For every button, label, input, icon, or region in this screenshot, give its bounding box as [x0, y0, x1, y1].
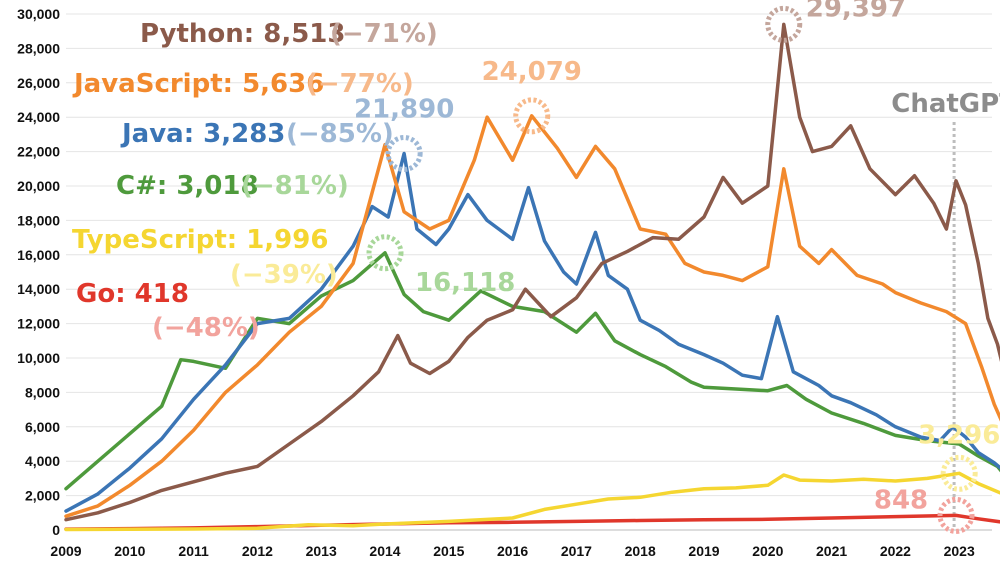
series-change-javascript: (−77%)	[306, 69, 414, 99]
y-tick-label: 18,000	[17, 212, 60, 228]
peak-label-typescript: 3,296	[918, 420, 1000, 450]
x-tick-label: 2010	[114, 543, 145, 559]
y-tick-label: 8,000	[25, 384, 60, 400]
peak-marker-python	[765, 5, 803, 43]
x-tick-label: 2015	[433, 543, 464, 559]
x-tick-label: 2013	[306, 543, 337, 559]
peak-marker-typescript	[940, 454, 978, 492]
series-line-java	[64, 151, 1000, 513]
x-tick-label: 2018	[625, 543, 656, 559]
peak-label-python: 29,397	[806, 0, 906, 23]
y-tick-label: 28,000	[17, 40, 60, 56]
peak-label-java: 21,890	[354, 94, 454, 124]
x-tick-label: 2014	[369, 543, 400, 559]
series-label-typescript: TypeScript: 1,996	[72, 225, 328, 255]
series-change-python: (−71%)	[330, 19, 438, 49]
y-tick-label: 24,000	[17, 109, 60, 125]
peak-markers: 29,397 24,079 21,890 16,118 3,296 848	[354, 0, 1000, 534]
x-tick-label: 2017	[561, 543, 592, 559]
y-tick-label: 30,000	[17, 6, 60, 22]
x-tick-label: 2012	[242, 543, 273, 559]
grid-lines	[66, 13, 992, 531]
y-tick-label: 0	[52, 522, 60, 538]
y-tick-label: 6,000	[25, 419, 60, 435]
x-tick-label: 2019	[688, 543, 719, 559]
series-label-javascript: JavaScript: 5,636	[72, 69, 324, 99]
x-tick-label: 2020	[752, 543, 783, 559]
x-axis-ticks: 2009 2010 2011 2012 2013 2014 2015 2016 2017 2018…	[50, 543, 975, 559]
y-tick-label: 16,000	[17, 247, 60, 263]
series-label-go: Go: 418	[76, 279, 189, 309]
series-label-c: C#: 3,018	[116, 171, 259, 201]
x-tick-label: 2022	[880, 543, 911, 559]
series-label-python: Python: 8,513	[140, 19, 346, 49]
peak-label-c: 16,118	[415, 268, 515, 298]
y-tick-label: 14,000	[17, 281, 60, 297]
x-tick-label: 2021	[816, 543, 847, 559]
series-lines	[64, 22, 1000, 532]
series-change-go: (−48%)	[152, 313, 260, 343]
chatgpt-annotation: ChatGPT	[891, 89, 1000, 119]
series-line-c	[64, 251, 1000, 491]
peak-marker-c	[366, 234, 404, 272]
series-line-javascript	[64, 114, 1000, 518]
peak-label-javascript: 24,079	[482, 57, 582, 87]
y-axis-ticks: 0 2,000 4,000 6,000 8,000 10,000 12,000 14,000 1…	[17, 6, 60, 538]
x-tick-label: 2009	[50, 543, 81, 559]
y-tick-label: 10,000	[17, 350, 60, 366]
x-tick-label: 2023	[944, 543, 975, 559]
peak-label-go: 848	[874, 485, 928, 515]
peak-marker-go	[937, 496, 975, 534]
series-line-go	[64, 513, 1000, 531]
x-tick-label: 2016	[497, 543, 528, 559]
series-change-java: (−85%)	[286, 119, 394, 149]
y-tick-label: 22,000	[17, 144, 60, 160]
series-change-typescript: (−39%)	[230, 260, 338, 290]
series-change-c: (−81%)	[241, 171, 349, 201]
series-line-python	[64, 22, 1000, 522]
peak-marker-javascript	[513, 97, 551, 135]
y-tick-label: 26,000	[17, 75, 60, 91]
y-tick-label: 4,000	[25, 453, 60, 469]
series-labels: Python: 8,513(−71%)JavaScript: 5,636(−77…	[72, 19, 438, 343]
peak-marker-java	[385, 134, 423, 172]
y-tick-label: 12,000	[17, 316, 60, 332]
x-tick-label: 2011	[178, 543, 209, 559]
y-tick-label: 2,000	[25, 488, 60, 504]
y-tick-label: 20,000	[17, 178, 60, 194]
series-label-java: Java: 3,283	[120, 119, 285, 149]
series-line-typescript	[64, 471, 1000, 532]
